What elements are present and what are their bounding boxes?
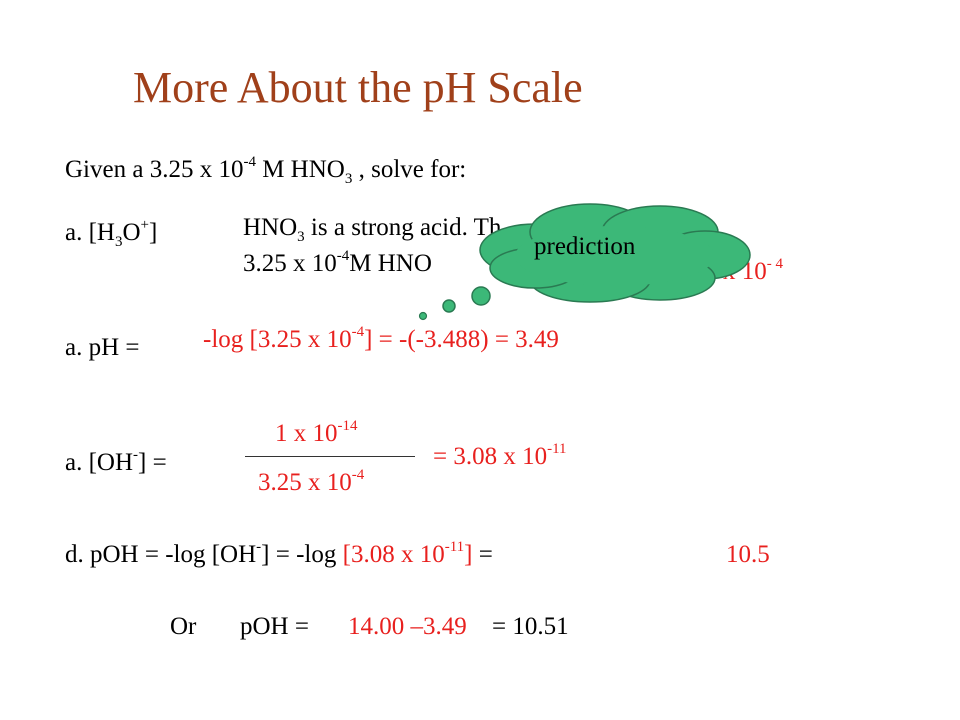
calc-text: ] = -(-3.488) = 3.49: [364, 326, 559, 353]
poh-answer: 10.5: [726, 541, 770, 568]
label-text: a. [OH: [65, 449, 134, 476]
d-red-text: ]: [464, 541, 473, 568]
line-sub: 3: [297, 229, 305, 245]
fraction-denominator: 3.25 x 10-4: [258, 467, 365, 501]
label-text: a. [H: [65, 219, 115, 246]
given-prefix: Given a 3.25 x 10: [65, 156, 244, 183]
alt-result: = 10.51: [492, 613, 569, 640]
d-red-text: [3.08 x 10: [342, 541, 445, 568]
thought-bubble-large: [471, 286, 491, 306]
num-text: 1 x 10: [275, 420, 338, 447]
label-sup: -: [133, 447, 139, 463]
label-text: O: [122, 219, 141, 246]
given-exponent: -4: [243, 154, 256, 170]
label-sub: 3: [114, 234, 123, 250]
label-text: ] =: [138, 449, 167, 476]
prediction-label: prediction: [534, 233, 636, 260]
given-line: Given a 3.25 x 10-4 M HNO3 , solve for:: [65, 154, 467, 188]
line-text: is a strong acid. Th: [304, 214, 502, 241]
fraction-bar: [245, 456, 415, 457]
d-text: ] = -log: [261, 541, 343, 568]
part-a-ph-label: a. pH =: [65, 334, 140, 361]
den-text: 3.25 x 10: [258, 469, 352, 496]
line-text: 3.25 x 10: [243, 250, 337, 277]
result-sup: -11: [547, 441, 567, 457]
given-subscript: 3: [344, 171, 353, 187]
thought-bubble-small: [418, 311, 428, 321]
thought-bubble-medium: [442, 299, 456, 313]
page-title: More About the pH Scale: [133, 63, 583, 112]
d-text: d. pOH = -log [OH: [65, 541, 257, 568]
part-d-line: d. pOH = -log [OH-] = -log [3.08 x 10-11…: [65, 539, 493, 573]
tail-sup: - 4: [766, 256, 783, 272]
part-a-hydronium-label: a. [H3O+]: [65, 217, 158, 251]
strong-acid-line-1: HNO3 is a strong acid. Th: [243, 213, 501, 246]
d-red-bracket: [3.08 x 10-11]: [342, 539, 473, 568]
cloud-shape: [479, 203, 751, 303]
den-sup: -4: [351, 467, 365, 483]
ph-calculation: -log [3.25 x 10-4] = -(-3.488) = 3.49: [203, 324, 559, 358]
d-red-sup: -11: [444, 539, 465, 555]
given-suffix: , solve for:: [352, 156, 467, 183]
d-sup: -: [256, 539, 262, 555]
label-text: ]: [149, 219, 158, 246]
label-sup: +: [140, 217, 150, 233]
given-middle: M HNO: [255, 156, 345, 183]
part-a-hydroxide-label: a. [OH-] =: [65, 447, 167, 481]
strong-acid-line-2: 3.25 x 10-4M HNO: [243, 248, 432, 282]
line-text: HNO: [243, 214, 298, 241]
d-equals: =: [472, 541, 493, 568]
fraction-numerator: 1 x 10-14: [275, 418, 358, 452]
calc-sup: -4: [351, 324, 365, 340]
alt-expression: 14.00 –3.49: [348, 613, 467, 640]
alt-poh-label: pOH =: [240, 613, 309, 640]
result-text: = 3.08 x 10: [433, 443, 548, 470]
calc-text: -log [3.25 x 10: [203, 326, 352, 353]
hydroxide-result: = 3.08 x 10-11: [433, 441, 567, 475]
line-sup: -4: [336, 248, 350, 264]
line-text: M HNO: [349, 250, 432, 277]
num-sup: -14: [337, 418, 358, 434]
alt-or: Or: [170, 613, 197, 640]
